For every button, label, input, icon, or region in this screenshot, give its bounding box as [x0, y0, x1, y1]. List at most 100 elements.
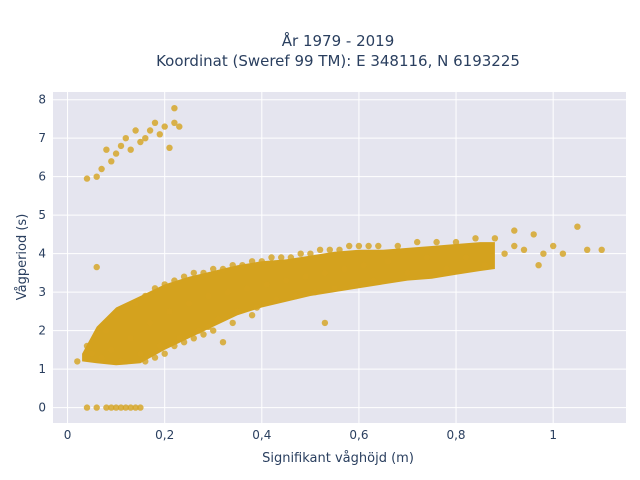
data-point	[137, 404, 144, 411]
data-point	[273, 296, 280, 303]
data-point	[117, 358, 125, 365]
data-point	[83, 175, 91, 182]
data-point	[176, 335, 183, 342]
data-point	[321, 269, 329, 277]
data-point	[370, 277, 377, 284]
data-point	[321, 319, 329, 327]
data-point	[103, 146, 110, 153]
x-tick-label: 0,6	[349, 428, 368, 442]
data-point	[501, 250, 508, 257]
data-point	[302, 273, 309, 280]
y-tick-label: 3	[38, 285, 46, 299]
data-point	[132, 127, 139, 134]
data-point	[117, 142, 125, 150]
data-point	[210, 327, 217, 334]
data-point	[520, 246, 528, 253]
data-point	[176, 123, 183, 130]
data-point	[229, 319, 236, 327]
y-tick-label: 0	[38, 401, 46, 415]
data-point	[559, 250, 567, 257]
data-point	[117, 404, 125, 411]
data-point	[282, 277, 290, 284]
data-point	[127, 146, 134, 153]
data-point	[108, 158, 115, 165]
data-point	[219, 339, 227, 346]
data-point	[574, 223, 581, 230]
data-point	[190, 269, 197, 277]
y-axis-ticks: 0 1 2 3 4 5 6 7 8	[38, 93, 46, 415]
data-point	[132, 404, 139, 411]
chart-title-line1: År 1979 - 2019	[282, 31, 395, 50]
data-point	[355, 242, 363, 250]
data-point	[146, 127, 154, 134]
data-point	[365, 242, 372, 250]
data-point	[268, 254, 275, 261]
data-point	[171, 119, 178, 127]
data-point	[472, 235, 479, 242]
data-point	[156, 131, 163, 138]
x-tick-label: 0,8	[446, 428, 465, 442]
data-point	[540, 250, 547, 257]
data-point	[127, 404, 134, 411]
data-point	[103, 404, 110, 411]
data-point	[98, 165, 105, 173]
data-point	[108, 346, 115, 354]
data-point	[462, 254, 469, 261]
data-point	[93, 263, 100, 271]
data-point	[336, 246, 343, 253]
data-point	[404, 269, 411, 277]
data-point	[341, 265, 348, 273]
y-tick-label: 4	[38, 247, 46, 261]
data-point	[205, 323, 212, 330]
data-point	[151, 285, 159, 292]
data-point	[258, 258, 265, 265]
x-tick-label: 0,4	[252, 428, 271, 442]
data-point	[171, 342, 178, 350]
data-point	[180, 339, 188, 346]
data-point	[108, 404, 115, 411]
data-point	[137, 350, 144, 357]
data-point	[312, 288, 319, 296]
data-point	[156, 342, 163, 350]
data-point	[185, 300, 193, 307]
data-point	[350, 281, 358, 288]
y-tick-label: 7	[38, 131, 46, 145]
x-tick-label: 0	[64, 428, 72, 442]
data-point	[443, 265, 450, 273]
data-point	[224, 288, 231, 296]
data-point	[112, 150, 120, 157]
data-point	[151, 354, 159, 361]
data-point	[316, 246, 324, 253]
x-tick-label: 0,2	[155, 428, 174, 442]
data-point	[244, 285, 251, 292]
data-point	[200, 269, 207, 277]
data-point	[219, 265, 227, 273]
data-point	[112, 312, 120, 319]
data-point	[414, 238, 421, 246]
data-point	[151, 119, 159, 127]
data-point	[346, 242, 353, 250]
data-point	[550, 242, 557, 250]
data-point	[482, 262, 489, 269]
data-point	[93, 173, 100, 180]
data-point	[491, 235, 499, 242]
data-point	[83, 404, 91, 411]
data-point	[171, 277, 178, 284]
y-tick-label: 2	[38, 324, 46, 338]
x-axis-title: Signifikant våghöjd (m)	[262, 451, 414, 466]
data-point	[93, 404, 100, 411]
data-point	[142, 292, 149, 300]
data-point	[180, 273, 188, 280]
chart-title-line2: Koordinat (Sweref 99 TM): E 348116, N 61…	[156, 52, 520, 70]
data-point	[360, 262, 367, 269]
data-point	[530, 231, 537, 238]
data-point	[452, 238, 460, 246]
data-point	[331, 285, 338, 292]
data-point	[122, 404, 129, 411]
data-point	[248, 312, 256, 319]
data-point	[190, 335, 197, 342]
data-point	[384, 258, 392, 265]
data-point	[161, 281, 168, 288]
data-point	[598, 246, 605, 253]
